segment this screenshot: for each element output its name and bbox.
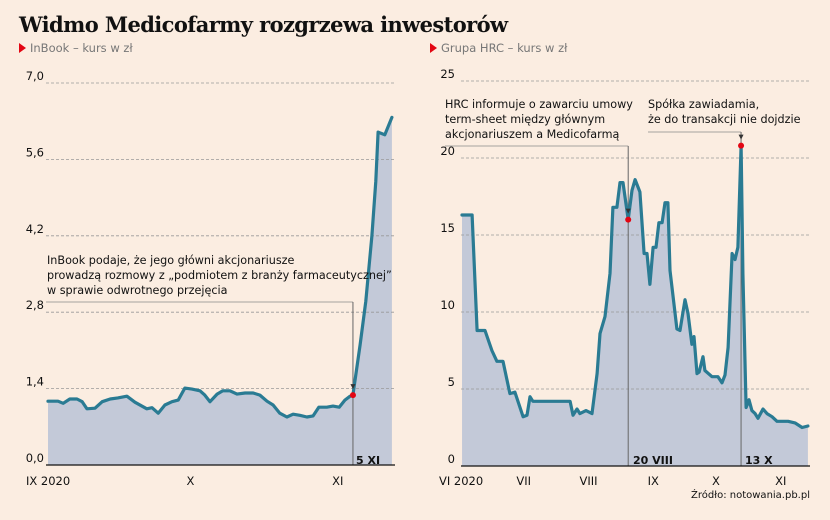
inbook-xtick-label: XI [332, 474, 343, 488]
hrc-xtick-label: XI [775, 474, 786, 488]
red-triangle-icon [19, 43, 26, 53]
hrc-event-2-label: 13 X [745, 454, 773, 467]
inbook-area [48, 117, 392, 466]
hrc-ytick-label: 0 [448, 452, 455, 466]
inbook-ytick-label: 0,0 [26, 451, 44, 465]
hrc-xtick-label: X [712, 474, 720, 488]
inbook-ytick-label: 5,6 [26, 145, 44, 159]
inbook-ytick-label: 7,0 [26, 69, 44, 83]
hrc-event-1-label: 20 VIII [633, 454, 673, 467]
inbook-xtick-label: IX 2020 [26, 474, 70, 488]
hrc-ytick-label: 10 [440, 298, 455, 312]
hrc-arrow-icon [738, 134, 744, 140]
inbook-event-marker [349, 392, 356, 399]
right-subtitle: Grupa HRC – kurs w zł [430, 41, 567, 55]
hrc-event-marker [625, 216, 632, 223]
inbook-annotation-text: InBook podaje, że jego główni akcjonariu… [47, 254, 392, 297]
hrc-ytick-label: 25 [440, 67, 455, 81]
inbook-ytick-label: 4,2 [26, 222, 44, 236]
inbook-event-label: 5 XI [356, 454, 381, 467]
inbook-ytick-label: 1,4 [26, 375, 44, 389]
hrc-ytick-label: 15 [440, 221, 455, 235]
hrc-event-marker [738, 142, 745, 149]
red-triangle-icon [430, 43, 437, 53]
inbook-xtick-label: X [187, 474, 195, 488]
hrc-ytick-label: 20 [440, 144, 455, 158]
hrc-ytick-label: 5 [448, 375, 455, 389]
left-subtitle-text: InBook – kurs w zł [30, 41, 133, 55]
hrc-price-line [460, 144, 810, 430]
hrc-xtick-label: VI 2020 [439, 474, 483, 488]
inbook-arrow-icon [350, 384, 356, 390]
left-subtitle: InBook – kurs w zł [19, 41, 133, 55]
right-subtitle-text: Grupa HRC – kurs w zł [441, 41, 568, 55]
hrc-xtick-label: VII [516, 474, 531, 488]
chart-title: Widmo Medicofarmy rozgrzewa inwestorów [19, 12, 508, 37]
source-note: Źródło: notowania.pb.pl [691, 490, 810, 501]
hrc-annotation-1-text: HRC informuje o zawarciu umowy term-shee… [445, 98, 633, 141]
hrc-xtick-label: IX [648, 474, 659, 488]
hrc-arrow-icon [625, 208, 631, 214]
hrc-annotation-2-text: Spółka zawiadamia, że do transakcji nie … [648, 98, 801, 126]
hrc-area [462, 145, 808, 466]
inbook-ytick-label: 2,8 [26, 298, 44, 312]
hrc-xtick-label: VIII [579, 474, 597, 488]
